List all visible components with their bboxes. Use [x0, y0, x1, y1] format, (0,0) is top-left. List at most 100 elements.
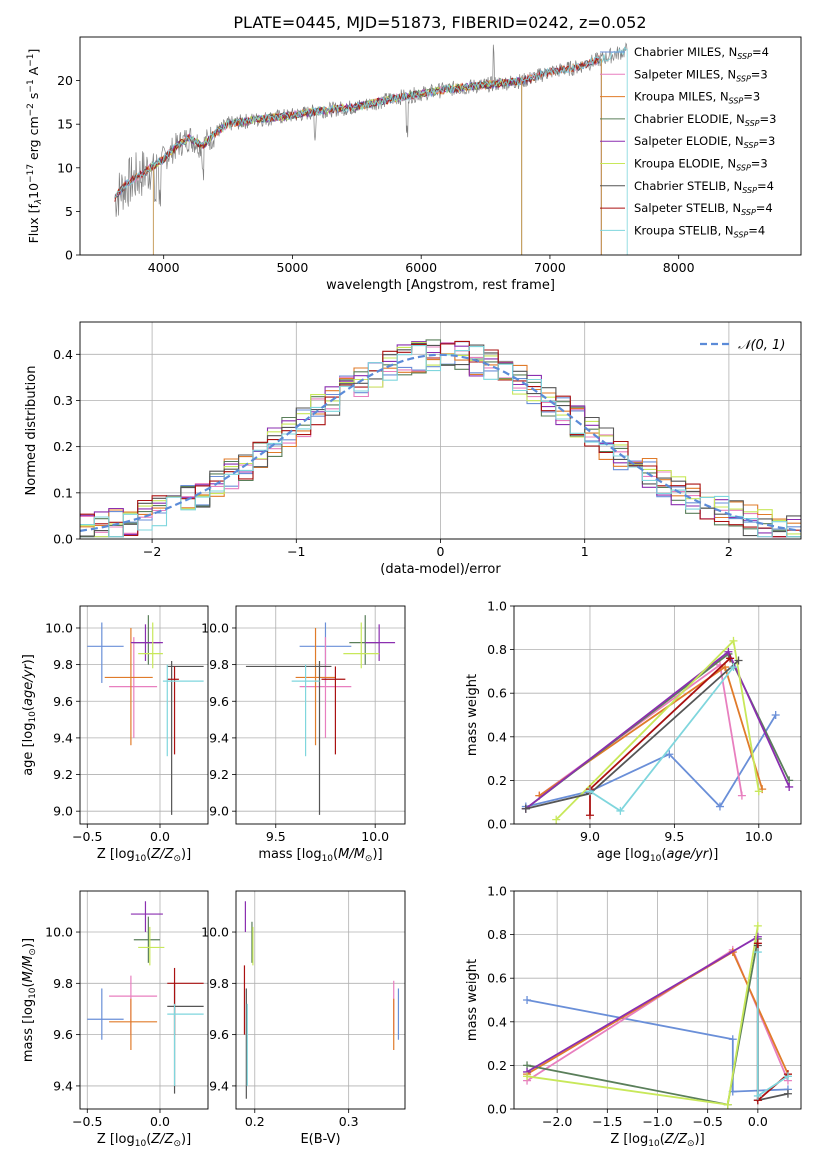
- plot-area: [243, 901, 400, 1099]
- x-tick-label: 10.0: [745, 829, 773, 844]
- plot-area: [80, 339, 801, 538]
- axes: 9.5 10.0 9.0 9.2 9.4 9.6 9.8 10.0 mass [log10(M/…: [201, 620, 389, 864]
- plot-spectrum: 4000 5000 6000 7000 8000 0 5 10 15 20 wavelength […: [26, 36, 802, 293]
- y-tick-label: 0.2: [487, 1058, 507, 1073]
- axes-frame: [235, 605, 406, 825]
- weight-point-kroupa_elodie: [523, 1072, 532, 1081]
- legend-entry: Chabrier MILES, NSSP=4: [634, 45, 769, 61]
- weight-point-chabrier_stelib: [783, 1089, 792, 1098]
- x-axis-label: Z [log10(Z/Z⊙)]: [97, 847, 191, 864]
- x-tick-label: −2: [143, 544, 161, 559]
- x-axis-label: Z [log10(Z/Z⊙)]: [610, 1132, 704, 1149]
- model-spectrum-chabrier_elodie: [150, 76, 523, 255]
- y-tick-label: 9.4: [209, 1078, 229, 1093]
- x-tick-label: 0.0: [748, 1114, 768, 1129]
- grid: [236, 891, 405, 1109]
- y-axis-label: Normed distribution: [24, 366, 39, 496]
- y-tick-label: 9.4: [209, 730, 229, 745]
- weight-point-salpeter_stelib: [753, 939, 762, 948]
- weight-point-salpeter_elodie: [785, 782, 794, 791]
- normal-curve: [80, 353, 801, 532]
- weight-point-kroupa_stelib: [616, 806, 625, 815]
- weight-point-kroupa_elodie: [753, 921, 762, 930]
- y-tick-label: 9.8: [209, 657, 229, 672]
- y-tick-label: 9.4: [53, 730, 73, 745]
- weight-point-chabrier_miles: [665, 750, 674, 759]
- y-tick-label: 1.0: [487, 884, 507, 899]
- axes-frame: [513, 890, 802, 1110]
- y-tick-label: 9.4: [53, 1078, 73, 1093]
- weight-series-salpeter_elodie: [526, 936, 759, 1073]
- weight-point-kroupa_stelib: [783, 1072, 792, 1081]
- weight-point-kroupa_stelib: [753, 1091, 762, 1100]
- weight-series-chabrier_elodie: [525, 652, 791, 810]
- legend-entry: Chabrier ELODIE, NSSP=3: [634, 112, 776, 128]
- plot-age-vs-mass: 9.5 10.0 9.0 9.2 9.4 9.6 9.8 10.0 mass [log10(M/…: [201, 605, 406, 864]
- x-tick-label: 9.5: [664, 829, 684, 844]
- weight-series-kroupa_stelib: [589, 666, 735, 813]
- y-tick-label: 9.6: [53, 1027, 73, 1042]
- y-tick-label: 0.0: [487, 817, 507, 832]
- model-spectrum-salpeter_miles: [114, 57, 602, 255]
- weight-series-kroupa_elodie: [526, 925, 759, 1106]
- y-tick-label: 0: [65, 248, 73, 263]
- plot-area: [114, 42, 628, 255]
- grid: [80, 606, 208, 824]
- legend-entry: Kroupa STELIB, NSSP=4: [634, 223, 765, 239]
- y-tick-label: 0.8: [487, 642, 507, 657]
- weight-series-chabrier_miles: [526, 999, 789, 1093]
- x-tick-label: −1.0: [642, 1114, 672, 1129]
- y-tick-label: 0.4: [487, 729, 507, 744]
- axes: −2 −1 0 1 2 0.0 0.1 0.2 0.3 0.4 (data-model)/error…: [24, 347, 733, 577]
- y-tick-label: 0.1: [53, 485, 73, 500]
- plot-area: [245, 615, 396, 815]
- y-tick-label: 15: [57, 117, 73, 132]
- x-tick-label: 0: [437, 544, 445, 559]
- x-axis-label: wavelength [Angstrom, rest frame]: [326, 278, 555, 293]
- weight-point-kroupa_elodie: [754, 787, 763, 796]
- axes: −2.0 −1.5 −1.0 −0.5 0.0 0.0 0.2 0.4 0.6 0.8 1.0 Z […: [465, 884, 768, 1150]
- plot-weight-vs-Z: −2.0 −1.5 −1.0 −0.5 0.0 0.0 0.2 0.4 0.6 0.8 1.0 Z […: [465, 884, 802, 1150]
- legend-entry: Salpeter STELIB, NSSP=4: [634, 201, 773, 217]
- y-tick-label: 9.6: [209, 1027, 229, 1042]
- x-tick-label: 4000: [148, 260, 180, 275]
- x-tick-label: 9.0: [580, 829, 600, 844]
- weight-point-kroupa_elodie: [723, 1100, 732, 1109]
- weight-point-kroupa_stelib: [753, 948, 762, 957]
- y-tick-label: 0.3: [53, 393, 73, 408]
- plot-age-vs-Z: −0.5 0.0 9.0 9.2 9.4 9.6 9.8 10.0 Z [log10(Z/Z⊙)…: [21, 605, 209, 864]
- axes-frame: [513, 605, 802, 825]
- y-tick-label: 9.2: [209, 767, 229, 782]
- weight-point-chabrier_stelib: [521, 804, 530, 813]
- model-spectrum-chabrier_stelib: [114, 57, 602, 255]
- weight-point-kroupa_elodie: [729, 636, 738, 645]
- weight-point-chabrier_miles: [771, 711, 780, 719]
- weight-point-chabrier_stelib: [734, 656, 743, 665]
- histogram-salpeter_stelib: [80, 340, 801, 538]
- weight-series-chabrier_stelib: [525, 659, 740, 810]
- x-tick-label: 8000: [663, 260, 695, 275]
- x-tick-label: 0.0: [150, 1114, 170, 1129]
- weight-point-kroupa_stelib: [585, 787, 594, 796]
- y-tick-label: 9.2: [53, 767, 73, 782]
- axes: 9.0 9.5 10.0 0.0 0.2 0.4 0.6 0.8 1.0 age [log10(a…: [465, 599, 773, 865]
- axes-frame: [79, 605, 209, 825]
- x-tick-label: 1: [581, 544, 589, 559]
- y-tick-label: 9.8: [53, 657, 73, 672]
- plot-area: [521, 636, 794, 824]
- x-tick-label: −2.0: [542, 1114, 572, 1129]
- y-axis-label: mass [log10(M/M⊙)]: [21, 938, 38, 1062]
- y-tick-label: 0.4: [53, 347, 73, 362]
- weight-series-chabrier_miles: [525, 714, 777, 809]
- axes: −0.5 0.0 9.4 9.6 9.8 10.0 Z [log10(Z/Z⊙)] mass …: [21, 925, 191, 1149]
- y-tick-label: 9.8: [53, 976, 73, 991]
- x-tick-label: 7000: [534, 260, 566, 275]
- y-tick-label: 0.8: [487, 927, 507, 942]
- x-tick-label: 5000: [277, 260, 309, 275]
- y-tick-label: 10: [57, 160, 73, 175]
- weight-point-kroupa_elodie: [552, 815, 561, 824]
- plot-mass-vs-ebv: 0.2 0.3 9.4 9.6 9.8 10.0 E(B-V): [201, 890, 406, 1147]
- y-axis-label: mass weight: [465, 959, 480, 1041]
